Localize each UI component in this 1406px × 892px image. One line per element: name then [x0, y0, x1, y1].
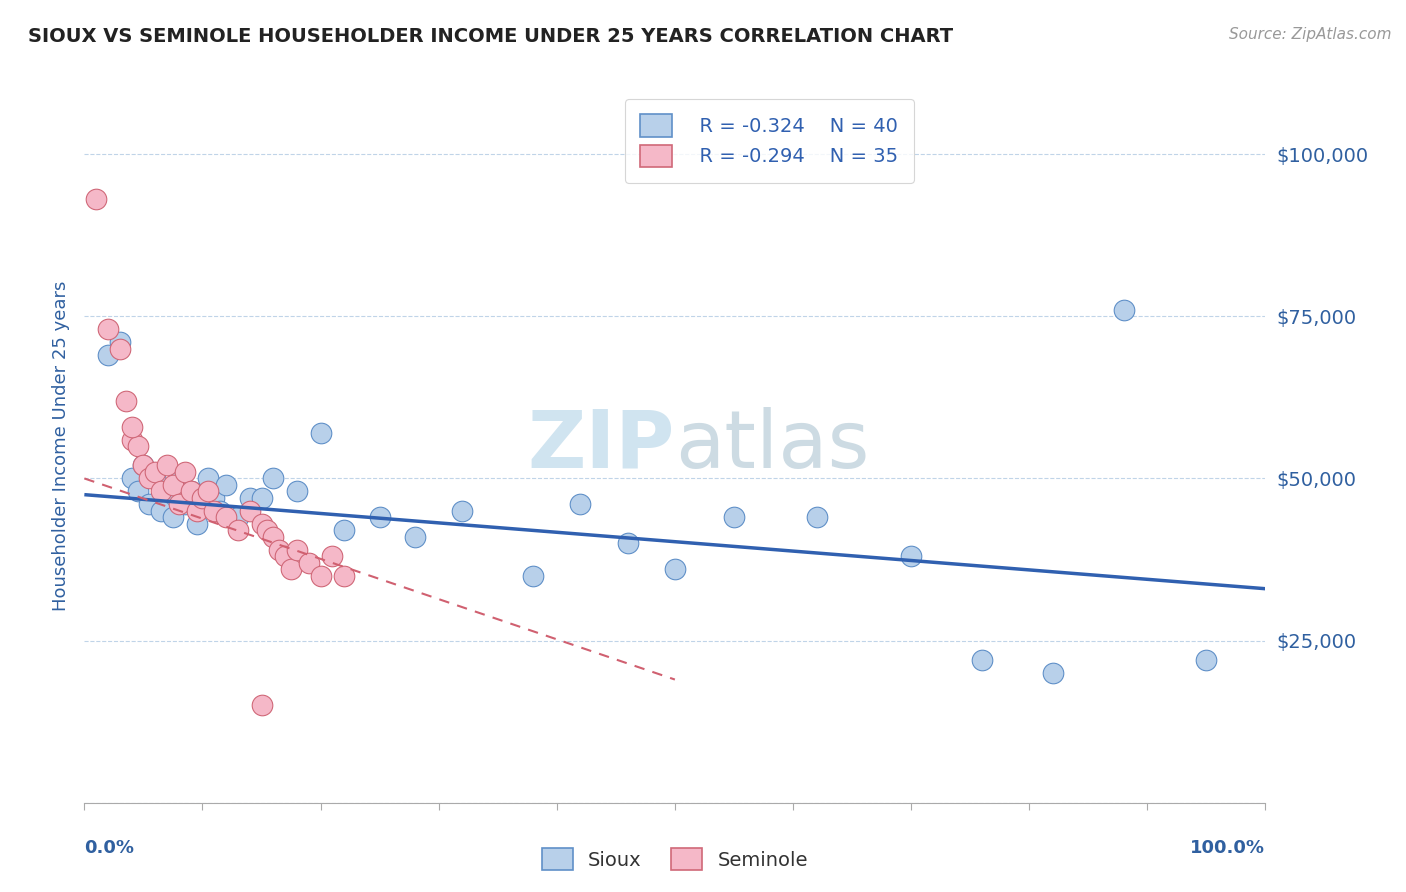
Point — [138, 471, 160, 485]
Point — [97, 348, 120, 362]
Point — [143, 471, 166, 485]
Point — [132, 458, 155, 473]
Point — [167, 471, 190, 485]
Point — [143, 465, 166, 479]
Point — [167, 497, 190, 511]
Point — [108, 335, 131, 350]
Point — [162, 478, 184, 492]
Point — [173, 465, 195, 479]
Point — [1042, 666, 1064, 681]
Point — [138, 497, 160, 511]
Point — [970, 653, 993, 667]
Point — [280, 562, 302, 576]
Point — [127, 484, 149, 499]
Point — [121, 471, 143, 485]
Point — [191, 491, 214, 505]
Point — [215, 510, 238, 524]
Point — [262, 471, 284, 485]
Point — [274, 549, 297, 564]
Point — [173, 497, 195, 511]
Point — [250, 698, 273, 713]
Point — [180, 484, 202, 499]
Point — [333, 524, 356, 538]
Point — [162, 510, 184, 524]
Point — [191, 491, 214, 505]
Point — [522, 568, 544, 582]
Point — [1195, 653, 1218, 667]
Point — [202, 504, 225, 518]
Text: SIOUX VS SEMINOLE HOUSEHOLDER INCOME UNDER 25 YEARS CORRELATION CHART: SIOUX VS SEMINOLE HOUSEHOLDER INCOME UND… — [28, 27, 953, 45]
Point — [156, 484, 179, 499]
Point — [321, 549, 343, 564]
Y-axis label: Householder Income Under 25 years: Householder Income Under 25 years — [52, 281, 70, 611]
Point — [226, 510, 249, 524]
Text: atlas: atlas — [675, 407, 869, 485]
Point — [121, 419, 143, 434]
Point — [664, 562, 686, 576]
Point — [569, 497, 592, 511]
Point — [309, 568, 332, 582]
Point — [186, 516, 208, 531]
Point — [127, 439, 149, 453]
Point — [239, 491, 262, 505]
Point — [197, 484, 219, 499]
Text: Source: ZipAtlas.com: Source: ZipAtlas.com — [1229, 27, 1392, 42]
Point — [97, 322, 120, 336]
Point — [806, 510, 828, 524]
Point — [84, 193, 107, 207]
Point — [156, 458, 179, 473]
Point — [616, 536, 638, 550]
Point — [269, 542, 291, 557]
Point — [150, 484, 173, 499]
Text: 100.0%: 100.0% — [1191, 838, 1265, 856]
Point — [451, 504, 474, 518]
Point — [114, 393, 136, 408]
Point — [197, 471, 219, 485]
Point — [108, 342, 131, 356]
Legend: Sioux, Seminole: Sioux, Seminole — [526, 832, 824, 886]
Point — [309, 425, 332, 440]
Point — [298, 556, 321, 570]
Point — [1112, 302, 1135, 317]
Point — [250, 516, 273, 531]
Point — [226, 524, 249, 538]
Point — [285, 484, 308, 499]
Point — [209, 504, 232, 518]
Point — [132, 458, 155, 473]
Point — [900, 549, 922, 564]
Point — [250, 491, 273, 505]
Text: 0.0%: 0.0% — [84, 838, 135, 856]
Point — [333, 568, 356, 582]
Point — [239, 504, 262, 518]
Point — [723, 510, 745, 524]
Point — [150, 504, 173, 518]
Point — [368, 510, 391, 524]
Point — [186, 504, 208, 518]
Point — [121, 433, 143, 447]
Point — [215, 478, 238, 492]
Point — [256, 524, 278, 538]
Point — [202, 491, 225, 505]
Text: ZIP: ZIP — [527, 407, 675, 485]
Point — [285, 542, 308, 557]
Point — [262, 530, 284, 544]
Point — [404, 530, 426, 544]
Point — [180, 484, 202, 499]
